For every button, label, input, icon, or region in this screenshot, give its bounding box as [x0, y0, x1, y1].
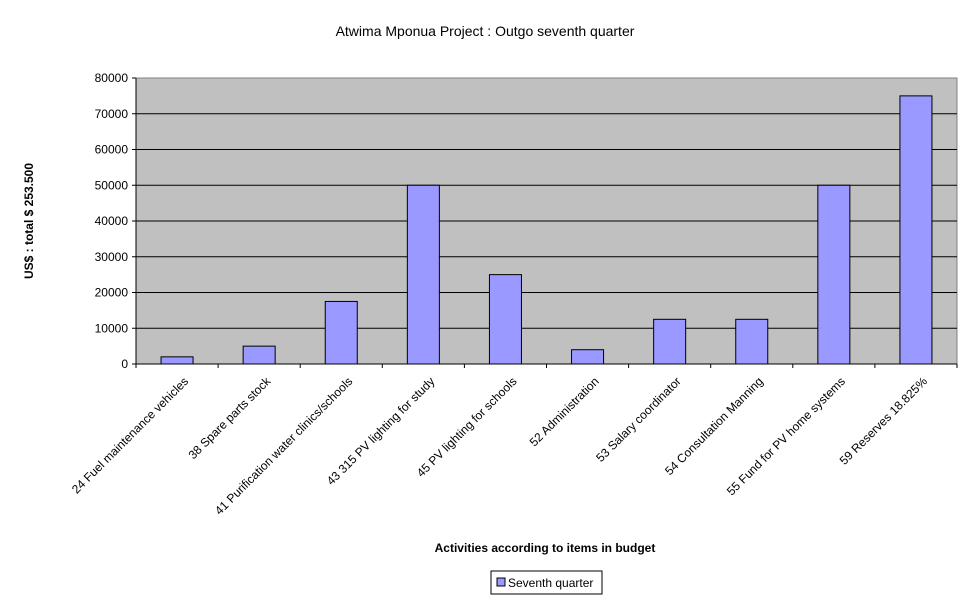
x-tick-label: 24 Fuel maintenance vehicles: [69, 374, 191, 496]
bar: [735, 318, 769, 365]
bar: [324, 300, 358, 365]
bar: [653, 318, 687, 365]
y-tick-label: 20000: [95, 286, 129, 300]
bar-series: [160, 95, 933, 365]
y-tick-label: 10000: [95, 321, 129, 335]
legend-box: [490, 570, 603, 595]
x-tick-label: 38 Spare parts stock: [186, 374, 274, 462]
y-tick-label: 50000: [95, 178, 129, 192]
bar: [242, 345, 276, 365]
legend-swatch: [496, 577, 506, 587]
y-tick-label: 30000: [95, 250, 129, 264]
bar: [571, 349, 605, 365]
y-axis-label: US$ : total $ 253.500: [22, 163, 36, 279]
y-tick-label: 40000: [95, 214, 129, 228]
y-tick-label: 60000: [95, 143, 129, 157]
x-tick-label: 53 Salary coordinator: [593, 374, 684, 465]
bar: [160, 356, 194, 365]
legend: Seventh quarter: [490, 570, 603, 595]
x-tick-label: 41 Purification water clinics/schools: [212, 374, 355, 517]
bar: [488, 274, 522, 365]
y-axis: 0 10000 20000 30000 40000 50000 60000 70000 8000…: [95, 71, 137, 371]
x-tick-label: 52 Administration: [527, 374, 602, 449]
y-tick-label: 70000: [95, 107, 129, 121]
bar: [899, 95, 933, 365]
legend-label: Seventh quarter: [508, 576, 593, 590]
bar: [406, 184, 440, 365]
x-axis-label: Activities according to items in budget: [435, 541, 656, 555]
y-tick-label: 0: [121, 357, 128, 371]
bar: [817, 184, 851, 365]
y-tick-label: 80000: [95, 71, 129, 85]
chart-title: Atwima Mponua Project : Outgo seventh qu…: [336, 23, 635, 39]
x-tick-label: 59 Reserves 18.825%: [837, 374, 931, 468]
